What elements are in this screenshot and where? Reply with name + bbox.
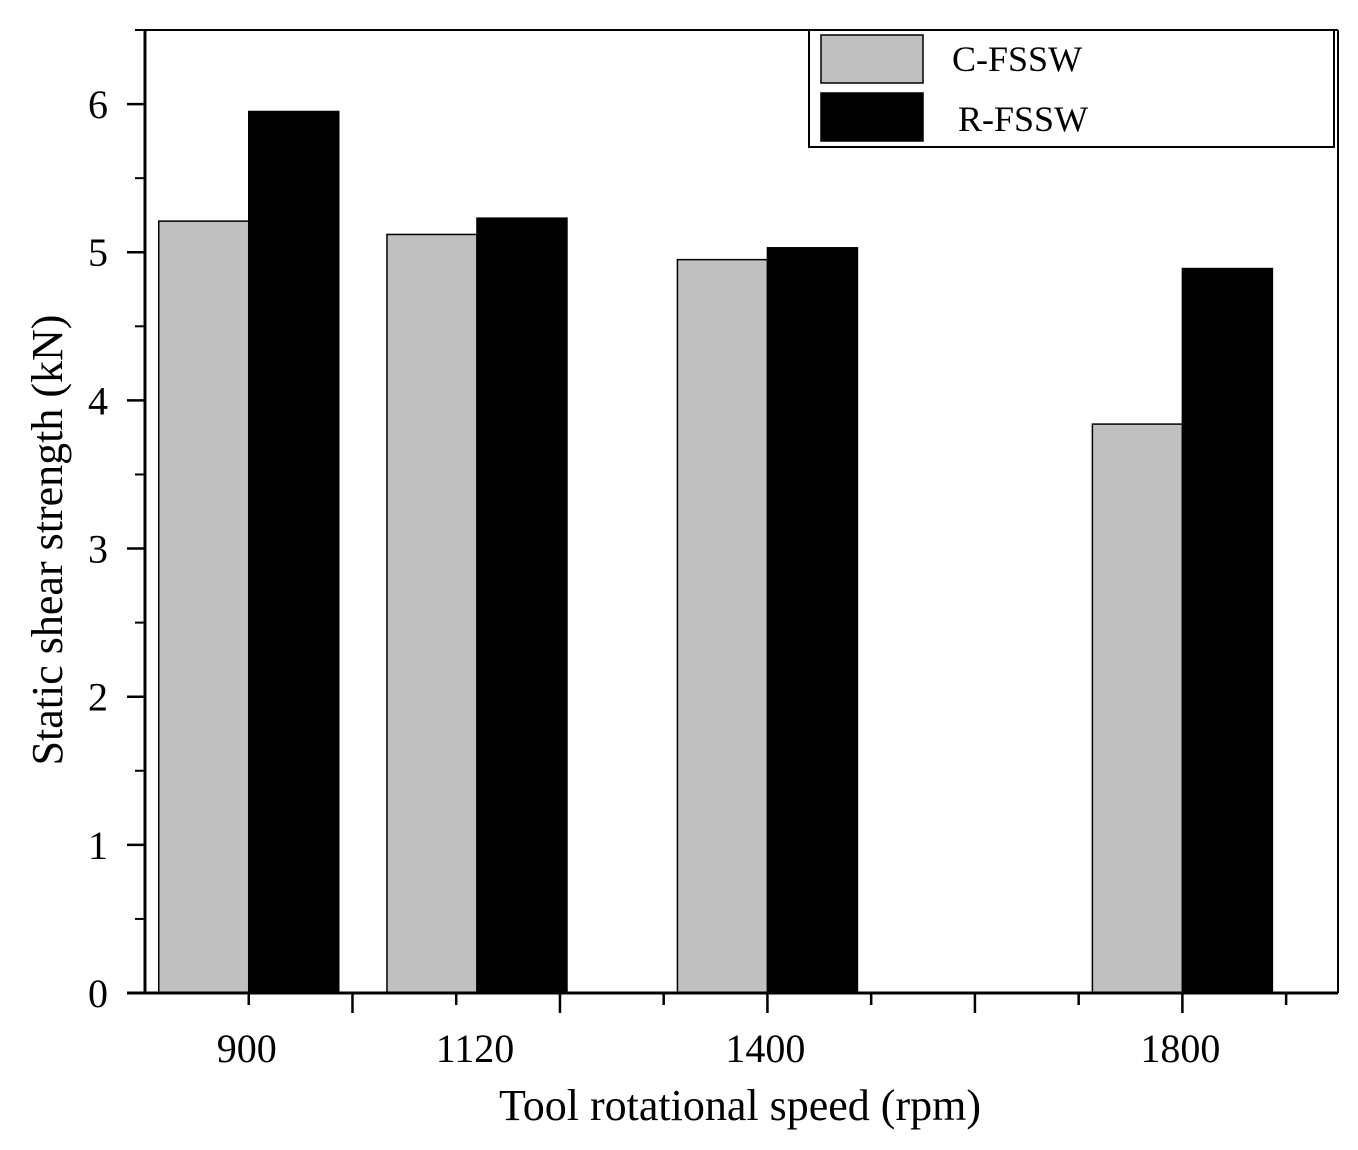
legend-label-c-fssw: C-FSSW <box>952 39 1082 79</box>
legend: C-FSSW R-FSSW <box>808 29 1335 148</box>
bar-r-fssw-1400 <box>766 247 859 994</box>
bars-group <box>157 110 1274 994</box>
y-tick-label: 3 <box>88 527 108 572</box>
x-tick-label: 1800 <box>1140 1026 1220 1071</box>
y-tick-label: 4 <box>88 378 108 423</box>
y-tick-label: 1 <box>88 823 108 868</box>
y-tick-label: 2 <box>88 675 108 720</box>
y-axis-title: Static shear strength (kN) <box>23 315 72 766</box>
bar-r-fssw-900 <box>247 110 340 994</box>
bar-c-fssw-1400 <box>676 258 769 994</box>
bar-r-fssw-1120 <box>476 217 568 994</box>
legend-swatch-c-fssw <box>820 34 924 84</box>
y-tick-label: 6 <box>88 82 108 127</box>
y-tick-label: 0 <box>88 971 108 1016</box>
bar-c-fssw-1120 <box>386 233 478 994</box>
legend-label-r-fssw: R-FSSW <box>958 99 1088 139</box>
bar-r-fssw-1800 <box>1181 267 1274 994</box>
x-tick-label: 900 <box>217 1026 277 1071</box>
bar-c-fssw-1800 <box>1091 423 1184 994</box>
x-tick-label: 1120 <box>436 1026 515 1071</box>
legend-swatch-r-fssw <box>820 92 924 142</box>
x-axis-title: Tool rotational speed (rpm) <box>499 1081 981 1130</box>
y-tick-label: 5 <box>88 230 108 275</box>
x-tick-label: 1400 <box>725 1026 805 1071</box>
x-axis: 900 1120 1400 1800 <box>127 991 1338 1071</box>
y-axis: 0 1 2 3 4 5 6 <box>88 29 145 1016</box>
bar-c-fssw-900 <box>157 220 250 994</box>
